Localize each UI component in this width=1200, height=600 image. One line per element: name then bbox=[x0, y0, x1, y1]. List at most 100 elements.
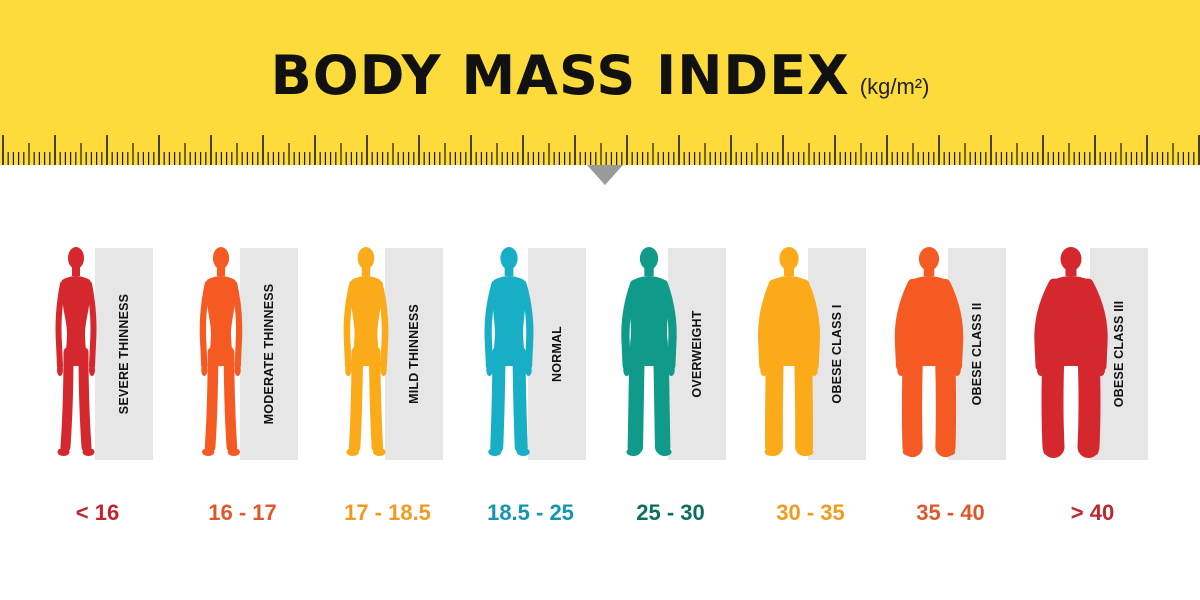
bmi-range-label: 17 - 18.5 bbox=[344, 500, 431, 525]
body-part bbox=[231, 280, 243, 370]
body-part bbox=[894, 278, 918, 372]
body-part bbox=[1077, 341, 1101, 458]
label-panel bbox=[668, 248, 726, 460]
body-silhouette-icon bbox=[199, 247, 243, 456]
body-part bbox=[621, 279, 639, 371]
title-banner: BODY MASS INDEX (kg/m²) bbox=[0, 0, 1200, 165]
body-part bbox=[89, 364, 95, 376]
body-part bbox=[357, 247, 375, 270]
body-part bbox=[639, 247, 659, 270]
body-part bbox=[500, 247, 518, 270]
bmi-range-label: < 16 bbox=[75, 500, 120, 525]
body-part bbox=[78, 347, 92, 452]
bmi-range-label: 30 - 35 bbox=[776, 500, 845, 525]
category-column: OBESE CLASS III > 40 bbox=[1020, 247, 1165, 538]
body-part bbox=[784, 266, 794, 276]
body-part bbox=[234, 364, 241, 376]
body-part bbox=[923, 266, 935, 276]
body-part bbox=[373, 448, 386, 456]
body-part bbox=[902, 448, 919, 456]
body-part bbox=[488, 448, 502, 456]
category-column: MODERATE THINNESS 16 - 17 bbox=[170, 247, 315, 538]
body-part bbox=[72, 266, 80, 276]
body-part bbox=[901, 341, 924, 458]
body-part bbox=[206, 276, 236, 366]
body-part bbox=[779, 247, 799, 271]
body-part bbox=[765, 343, 784, 456]
body-part bbox=[1043, 448, 1060, 456]
body-part bbox=[484, 280, 499, 370]
body-part bbox=[1060, 247, 1082, 271]
body-part bbox=[939, 448, 956, 456]
body-part bbox=[55, 281, 66, 369]
bmi-range-label: 16 - 17 bbox=[208, 500, 277, 525]
body-part bbox=[918, 247, 940, 271]
body-part bbox=[1082, 278, 1108, 372]
body-part bbox=[60, 347, 74, 452]
body-part bbox=[57, 364, 63, 376]
category-column: SEVERE THINNESS < 16 bbox=[25, 247, 170, 538]
body-part bbox=[940, 278, 964, 372]
body-part bbox=[519, 280, 534, 370]
body-part bbox=[764, 448, 780, 456]
body-silhouette-icon bbox=[894, 247, 964, 458]
category-column: OBESE CLASS I 30 - 35 bbox=[738, 247, 883, 538]
body-part bbox=[68, 247, 84, 269]
category-column: MILD THINNESS 17 - 18.5 bbox=[315, 247, 460, 538]
body-part bbox=[376, 280, 389, 370]
body-part bbox=[212, 247, 230, 270]
body-silhouette-icon bbox=[343, 247, 389, 456]
category-column: OBESE CLASS II 35 - 40 bbox=[878, 247, 1023, 538]
body-part bbox=[202, 448, 215, 456]
body-part bbox=[368, 346, 384, 453]
body-part bbox=[629, 276, 669, 366]
body-part bbox=[380, 364, 387, 376]
body-part bbox=[758, 279, 779, 371]
body-part bbox=[934, 341, 957, 458]
body-part bbox=[657, 448, 672, 456]
bmi-range-label: > 40 bbox=[1070, 500, 1115, 525]
body-part bbox=[623, 364, 631, 376]
body-part bbox=[504, 266, 514, 276]
label-panel bbox=[240, 248, 298, 460]
body-part bbox=[227, 448, 240, 456]
body-part bbox=[1041, 341, 1065, 458]
body-part bbox=[799, 279, 820, 371]
body-part bbox=[516, 448, 530, 456]
category-column: NORMAL 18.5 - 25 bbox=[458, 247, 603, 538]
body-part bbox=[61, 276, 91, 366]
body-part bbox=[1065, 266, 1077, 276]
body-part bbox=[201, 364, 208, 376]
label-panel bbox=[385, 248, 443, 460]
body-silhouette-icon bbox=[484, 247, 534, 456]
body-part bbox=[486, 364, 493, 376]
body-part bbox=[492, 276, 526, 366]
page-title: BODY MASS INDEX (kg/m²) bbox=[0, 44, 1200, 107]
label-panel bbox=[528, 248, 586, 460]
body-part bbox=[667, 364, 675, 376]
body-silhouette-icon bbox=[621, 247, 677, 456]
label-panel bbox=[95, 248, 153, 460]
body-part bbox=[343, 280, 356, 370]
bmi-range-label: 35 - 40 bbox=[916, 500, 985, 525]
body-part bbox=[512, 345, 528, 454]
body-part bbox=[626, 448, 641, 456]
body-part bbox=[346, 448, 359, 456]
unit-label: (kg/m²) bbox=[859, 74, 930, 99]
body-part bbox=[1082, 448, 1099, 456]
body-silhouette-icon bbox=[1034, 247, 1108, 458]
bmi-range-label: 18.5 - 25 bbox=[487, 500, 574, 525]
body-part bbox=[348, 346, 364, 453]
body-part bbox=[627, 344, 645, 455]
body-part bbox=[350, 276, 382, 366]
body-part bbox=[659, 279, 677, 371]
body-part bbox=[644, 266, 654, 276]
body-part bbox=[653, 344, 671, 455]
body-part bbox=[82, 448, 95, 456]
body-part bbox=[86, 281, 97, 369]
bmi-range-label: 25 - 30 bbox=[636, 500, 705, 525]
category-column: OVERWEIGHT 25 - 30 bbox=[598, 247, 743, 538]
body-part bbox=[361, 266, 371, 276]
ruler-scale bbox=[2, 135, 1200, 165]
title-text: BODY MASS INDEX bbox=[270, 44, 850, 107]
